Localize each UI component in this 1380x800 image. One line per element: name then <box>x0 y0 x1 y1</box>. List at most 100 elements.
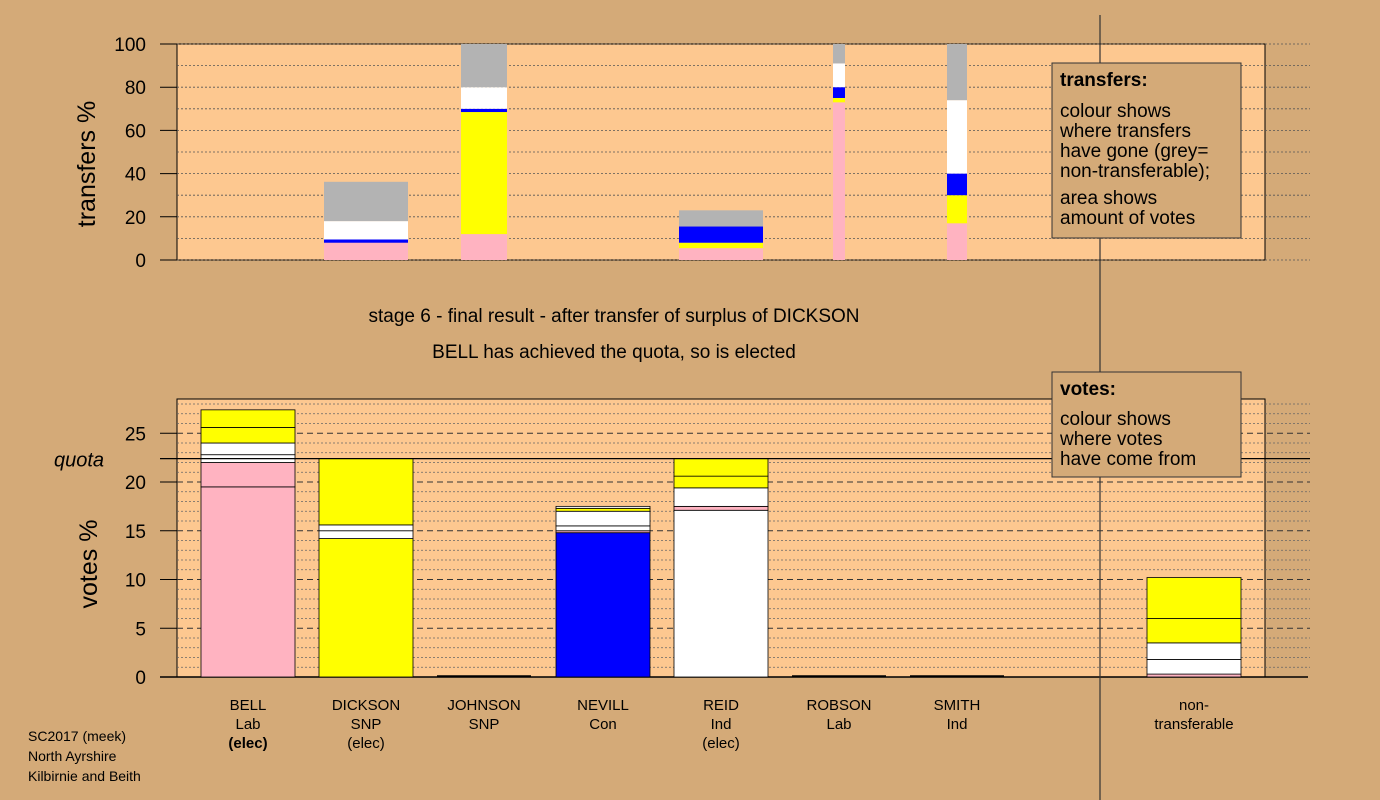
transfers-legend-line: non-transferable); <box>1060 161 1210 182</box>
vote-segment <box>673 505 769 511</box>
election-status: BELL has achieved the quota, so is elect… <box>432 342 796 363</box>
transfer-segment <box>833 44 845 64</box>
votes-legend-box: votes: colour shows where votes have com… <box>1051 371 1242 478</box>
votes-legend-title: votes: <box>1060 379 1116 400</box>
transfer-segment <box>833 63 845 88</box>
votes-y-axis-title: votes % <box>75 520 103 609</box>
transfers-y-axis-title: transfers % <box>73 101 101 227</box>
votes-legend-line: where votes <box>1059 429 1162 450</box>
vote-segment <box>200 442 296 456</box>
candidate-name: BELL <box>230 697 267 714</box>
transfer-segment <box>947 195 967 224</box>
vote-segment <box>555 510 651 527</box>
transfers-legend-line: amount of votes <box>1060 208 1195 229</box>
vote-segment <box>673 509 769 678</box>
votes-tick-label: 20 <box>125 473 146 494</box>
footer-line: SC2017 (meek) <box>28 728 126 744</box>
vote-segment <box>1146 642 1242 660</box>
candidate-party: SNP <box>469 716 500 733</box>
votes-legend-frame <box>1051 371 1242 478</box>
vote-segment <box>200 409 296 428</box>
transfers-tick-label: 60 <box>125 121 146 142</box>
votes-tick-label: 15 <box>125 522 146 543</box>
transfer-segment <box>324 242 408 260</box>
transfers-legend-line: where transfers <box>1059 121 1191 142</box>
vote-segment <box>673 475 769 489</box>
candidate-name: ROBSON <box>806 697 871 714</box>
votes-tick-label: 5 <box>135 619 146 640</box>
transfers-tick-label: 100 <box>114 35 146 56</box>
footer-line: Kilbirnie and Beith <box>28 768 141 784</box>
votes-tick-label: 0 <box>135 668 146 689</box>
transfer-segment <box>947 100 967 174</box>
vote-segment <box>318 524 414 532</box>
transfer-segment <box>833 102 845 260</box>
candidate-status: (elec) <box>228 735 267 752</box>
transfer-segment <box>324 221 408 240</box>
quota-label: quota <box>54 450 104 472</box>
transfers-y-ticks: 0 20 40 60 80 100 <box>114 35 177 272</box>
transfer-segment <box>461 87 507 109</box>
vote-segment <box>1146 618 1242 644</box>
candidate-name: NEVILL <box>577 697 629 714</box>
transfers-legend-title: transfers: <box>1060 70 1148 91</box>
transfers-tick-label: 40 <box>125 165 146 186</box>
candidate-party: SNP <box>351 716 382 733</box>
nontransferable-label: transferable <box>1154 716 1233 733</box>
transfer-segment <box>947 44 967 101</box>
candidate-labels: BELL Lab (elec) DICKSON SNP (elec) JOHNSON SNP N… <box>228 697 980 752</box>
candidate-status: (elec) <box>702 735 740 752</box>
transfer-segment <box>461 112 507 235</box>
candidate-name: SMITH <box>934 697 981 714</box>
transfer-segment <box>679 210 763 227</box>
candidate-status: (elec) <box>347 735 385 752</box>
transfer-segment <box>947 223 967 260</box>
vote-segment <box>318 530 414 539</box>
transfers-legend-line: colour shows <box>1060 101 1171 122</box>
transfers-tick-label: 80 <box>125 78 146 99</box>
candidate-name: JOHNSON <box>447 697 520 714</box>
votes-tick-label: 25 <box>125 424 146 445</box>
transfers-legend-line: area shows <box>1060 188 1157 209</box>
vote-segment <box>555 505 651 509</box>
vote-segment <box>555 507 651 512</box>
transfer-segment <box>461 234 507 260</box>
transfer-segment <box>947 173 967 196</box>
candidate-party: Con <box>589 716 617 733</box>
vote-segment <box>673 487 769 507</box>
candidate-name: REID <box>703 697 739 714</box>
transfer-segment <box>833 87 845 98</box>
vote-segment <box>555 525 651 532</box>
vote-segment <box>1146 673 1242 678</box>
transfers-tick-label: 0 <box>135 251 146 272</box>
candidate-party: Ind <box>711 716 732 733</box>
vote-segment <box>1146 577 1242 619</box>
nontransferable-label: non- <box>1179 697 1209 714</box>
candidate-party: Ind <box>947 716 968 733</box>
votes-legend-line: have come from <box>1060 449 1196 470</box>
transfers-legend-frame <box>1051 62 1242 239</box>
candidate-party: Lab <box>826 716 851 733</box>
transfers-legend-line: have gone (grey= <box>1060 141 1208 162</box>
vote-segment <box>318 458 414 526</box>
vote-segment <box>555 532 651 678</box>
vote-segment <box>318 538 414 678</box>
transfer-segment <box>324 181 408 222</box>
transfers-legend-box: transfers: colour shows where transfers … <box>1051 62 1242 239</box>
vote-segment <box>1146 659 1242 675</box>
transfer-segment <box>679 226 763 243</box>
candidate-name: DICKSON <box>332 697 400 714</box>
votes-tick-label: 10 <box>125 571 146 592</box>
footer-line: North Ayrshire <box>28 748 117 764</box>
transfer-segment <box>679 248 763 260</box>
stage-status: stage 6 - final result - after transfer … <box>368 306 859 327</box>
transfer-segment <box>461 44 507 88</box>
transfer-segment <box>324 239 408 243</box>
vote-segment <box>200 426 296 444</box>
vote-segment <box>673 458 769 477</box>
transfers-tick-label: 20 <box>125 208 146 229</box>
transfers-bars <box>324 44 967 260</box>
transfer-segment <box>679 242 763 249</box>
votes-bars <box>200 409 1242 678</box>
